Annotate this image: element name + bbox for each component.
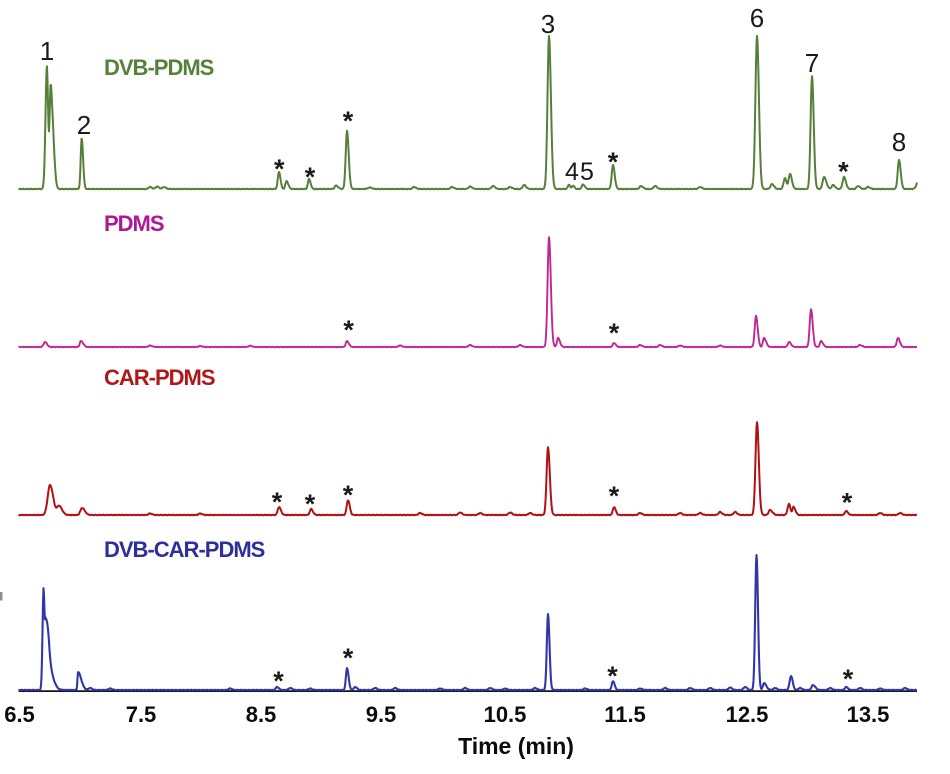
svg-text:6: 6 [750,3,764,33]
svg-text:8: 8 [892,127,906,157]
svg-text:2: 2 [77,110,91,140]
svg-text:*: * [843,664,854,694]
svg-text:*: * [608,147,619,177]
svg-text:10.5: 10.5 [484,702,527,727]
svg-text:*: * [838,156,849,186]
svg-text:9.5: 9.5 [366,702,397,727]
svg-text:*: * [609,481,620,511]
svg-text:1: 1 [40,36,54,66]
svg-text:*: * [343,480,354,510]
svg-text:*: * [343,643,354,673]
svg-text:3: 3 [541,9,555,39]
svg-text:7: 7 [805,48,819,78]
svg-text:Time (min): Time (min) [458,733,574,759]
svg-text:*: * [273,666,284,696]
svg-text:12.5: 12.5 [726,702,769,727]
svg-text:*: * [272,487,283,517]
svg-text:*: * [305,489,316,519]
svg-text:*: * [305,162,316,192]
svg-text:*: * [842,487,853,517]
svg-text:*: * [343,315,354,345]
svg-text:4: 4 [565,158,579,186]
svg-text:*: * [343,106,354,136]
svg-text:6.5: 6.5 [4,702,35,727]
svg-text:DVB-PDMS: DVB-PDMS [104,55,214,80]
svg-text:PDMS: PDMS [104,211,164,236]
svg-text:5: 5 [580,158,594,186]
svg-text:*: * [274,154,285,184]
svg-text:7.5: 7.5 [126,702,157,727]
svg-text:13.5: 13.5 [847,702,890,727]
svg-text:8.5: 8.5 [246,702,277,727]
svg-text:DVB-CAR-PDMS: DVB-CAR-PDMS [104,537,265,562]
svg-text:CAR-PDMS: CAR-PDMS [104,365,215,390]
svg-text:*: * [607,661,618,691]
svg-text:11.5: 11.5 [604,702,646,727]
svg-text:*: * [609,318,620,348]
